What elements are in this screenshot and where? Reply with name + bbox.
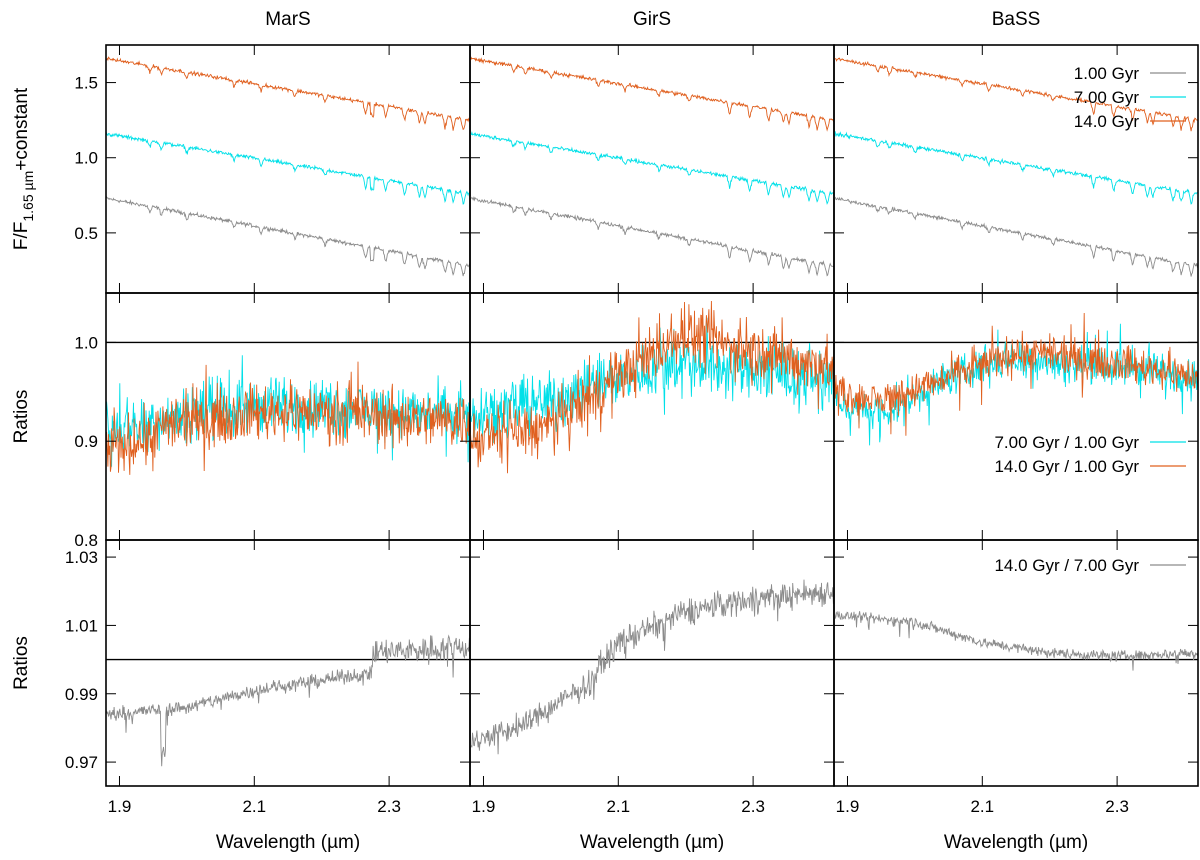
legend-label: 1.00 Gyr	[1074, 64, 1140, 83]
series-line-14-0-gyr-7-00-gyr	[833, 610, 1199, 671]
series-line-14-0-gyr	[834, 57, 1199, 132]
panel-frame	[469, 539, 835, 787]
x-tick-label: 2.3	[1105, 797, 1129, 816]
legend-label: 14.0 Gyr	[1074, 112, 1140, 131]
panel-bass-row-2	[833, 292, 1199, 541]
x-tick-label: 1.9	[836, 797, 860, 816]
x-tick-label: 1.9	[472, 797, 496, 816]
panel-frame	[833, 292, 1199, 541]
y-tick-label: 1.01	[65, 616, 98, 635]
panel-girs-row-3	[469, 539, 835, 787]
series-line-7-00-gyr	[833, 130, 1199, 205]
series-line-14-0-gyr-1-00-gyr	[105, 361, 471, 475]
column-title-mars: MarS	[265, 9, 310, 30]
series-line-14-0-gyr-1-00-gyr	[833, 312, 1199, 436]
column-title-bass: BaSS	[992, 9, 1041, 30]
legend-label: 7.00 Gyr / 1.00 Gyr	[994, 433, 1139, 452]
series-line-14-0-gyr-1-00-gyr	[469, 300, 835, 474]
x-tick-label: 2.1	[970, 797, 994, 816]
legend-label: 7.00 Gyr	[1074, 88, 1140, 107]
x-axis-title: Wavelength (µm)	[580, 832, 724, 853]
series-line-1-00-gyr	[105, 195, 471, 277]
y-axis-label-row-3: Ratios	[11, 636, 32, 690]
panel-girs-row-1	[469, 44, 835, 294]
panel-frame	[105, 539, 471, 787]
series-line-7-00-gyr	[469, 131, 835, 205]
legend-label: 14.0 Gyr / 7.00 Gyr	[994, 556, 1139, 575]
panel-mars-row-2	[105, 292, 471, 541]
panel-bass-row-1	[833, 44, 1199, 294]
series-line-14-0-gyr	[469, 56, 835, 132]
y-axis-label-row-1: F/F1.65 µm+constant	[11, 87, 36, 250]
x-tick-label: 1.9	[108, 797, 132, 816]
panel-frame	[469, 44, 835, 294]
series-line-1-00-gyr	[833, 196, 1199, 277]
y-tick-label: 0.5	[74, 224, 98, 243]
y-tick-label: 0.97	[65, 753, 98, 772]
panel-frame	[833, 539, 1199, 787]
panel-bass-row-3	[833, 539, 1199, 787]
x-axis-title: Wavelength (µm)	[216, 832, 360, 853]
series-line-14-0-gyr-7-00-gyr	[469, 579, 835, 755]
y-tick-label: 1.0	[74, 149, 98, 168]
x-tick-label: 2.1	[606, 797, 630, 816]
y-tick-label: 1.03	[65, 548, 98, 567]
legend-label: 14.0 Gyr / 1.00 Gyr	[994, 457, 1139, 476]
series-line-7-00-gyr	[105, 131, 471, 205]
x-axis-title: Wavelength (µm)	[944, 832, 1088, 853]
y-tick-label: 0.99	[65, 685, 98, 704]
y-tick-label: 1.5	[74, 74, 98, 93]
series-line-1-00-gyr	[469, 195, 835, 277]
y-tick-label: 0.8	[74, 531, 98, 550]
y-tick-label: 0.9	[74, 432, 98, 451]
panel-mars-row-3	[105, 539, 471, 787]
y-axis-label-row-2: Ratios	[11, 390, 32, 444]
series-line-14-0-gyr	[105, 56, 471, 131]
x-tick-label: 2.1	[242, 797, 266, 816]
x-tick-label: 2.3	[377, 797, 401, 816]
y-tick-label: 1.0	[74, 333, 98, 352]
column-title-girs: GirS	[633, 9, 671, 30]
panel-girs-row-2	[469, 292, 835, 541]
series-line-14-0-gyr-7-00-gyr	[105, 634, 471, 767]
x-tick-label: 2.3	[741, 797, 765, 816]
panel-mars-row-1	[105, 44, 471, 294]
